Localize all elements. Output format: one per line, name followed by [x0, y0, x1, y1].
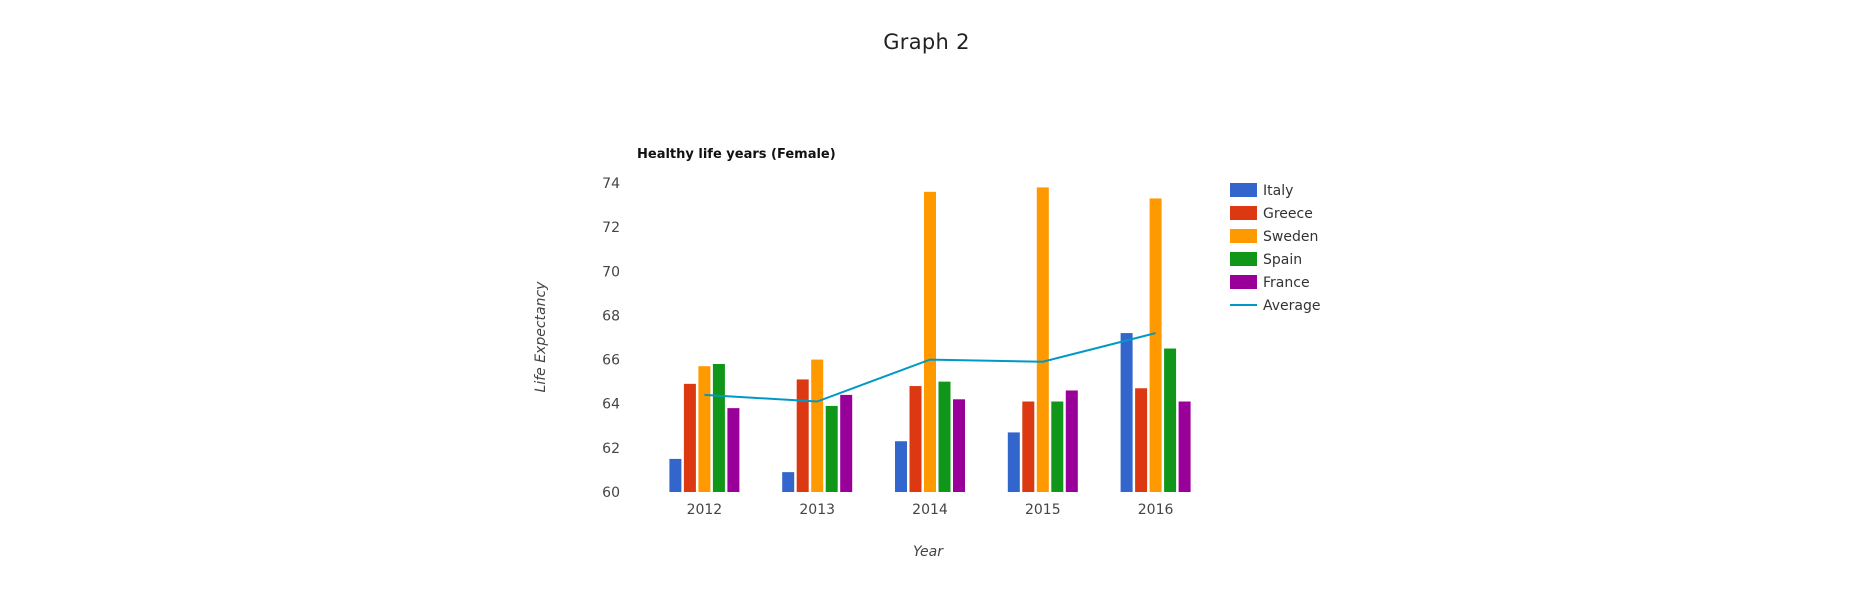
- bar-spain-2013: [825, 405, 838, 492]
- bar-france-2013: [840, 394, 853, 492]
- bar-italy-2014: [895, 441, 907, 492]
- bar-greece-2013: [796, 379, 809, 492]
- bar-sweden-2013: [811, 359, 824, 492]
- legend-label-average: Average: [1263, 298, 1321, 314]
- bar-series-group: [669, 187, 1191, 493]
- bar-sweden-2016: [1149, 198, 1162, 492]
- bar-italy-2012: [669, 458, 682, 492]
- bar-spain-2012: [712, 363, 725, 492]
- legend-swatch-greece: [1230, 206, 1257, 220]
- bar-greece-2014: [909, 386, 922, 492]
- bar-france-2015: [1065, 390, 1078, 492]
- bar-france-2014: [953, 399, 965, 492]
- y-tick-label: 64: [602, 397, 620, 413]
- legend-label-spain: Spain: [1263, 252, 1302, 268]
- y-tick-label: 66: [602, 353, 620, 369]
- x-tick-label: 2016: [1138, 502, 1174, 518]
- bar-spain-2016: [1164, 348, 1177, 492]
- legend-label-france: France: [1263, 275, 1310, 291]
- average-line-group: [704, 332, 1156, 403]
- legend-label-italy: Italy: [1263, 183, 1293, 199]
- x-axis: 2012 2013 2014 2015 2016: [687, 502, 1174, 518]
- bar-sweden-2015: [1036, 187, 1049, 492]
- legend-swatch-france: [1230, 275, 1257, 289]
- y-tick-label: 62: [602, 441, 620, 457]
- bar-sweden-2014: [924, 191, 936, 493]
- legend-swatch-spain: [1230, 252, 1257, 266]
- bar-italy-2016: [1120, 333, 1133, 492]
- page-title: Graph 2: [883, 30, 970, 54]
- chart-title: Healthy life years (Female): [637, 147, 836, 162]
- average-line: [704, 332, 1156, 403]
- legend-label-sweden: Sweden: [1263, 229, 1318, 245]
- y-tick-label: 70: [602, 264, 620, 280]
- legend-swatch-italy: [1230, 183, 1257, 197]
- y-tick-label: 74: [602, 176, 620, 192]
- bar-spain-2014: [938, 381, 951, 492]
- x-tick-label: 2012: [687, 502, 723, 518]
- x-axis-title: Year: [913, 544, 944, 560]
- bar-sweden-2012: [698, 366, 711, 492]
- y-tick-label: 68: [602, 308, 620, 324]
- bar-greece-2016: [1135, 388, 1148, 492]
- legend: Italy Greece Sweden Spain France Average: [1230, 183, 1321, 314]
- y-axis-title: Life Expectancy: [533, 281, 549, 393]
- x-tick-label: 2013: [799, 502, 835, 518]
- bar-italy-2015: [1007, 432, 1020, 492]
- x-tick-label: 2015: [1025, 502, 1061, 518]
- y-tick-label: 60: [602, 485, 620, 501]
- y-tick-label: 72: [602, 220, 620, 236]
- bar-greece-2012: [683, 383, 696, 492]
- legend-label-greece: Greece: [1263, 206, 1313, 222]
- bar-france-2016: [1178, 401, 1191, 492]
- legend-swatch-sweden: [1230, 229, 1257, 243]
- x-tick-label: 2014: [912, 502, 948, 518]
- bar-greece-2015: [1022, 401, 1035, 492]
- bar-spain-2015: [1051, 401, 1064, 492]
- bar-italy-2013: [782, 472, 795, 492]
- bar-france-2012: [727, 408, 740, 492]
- y-axis: 60 62 64 66 68 70 72 74: [602, 176, 620, 501]
